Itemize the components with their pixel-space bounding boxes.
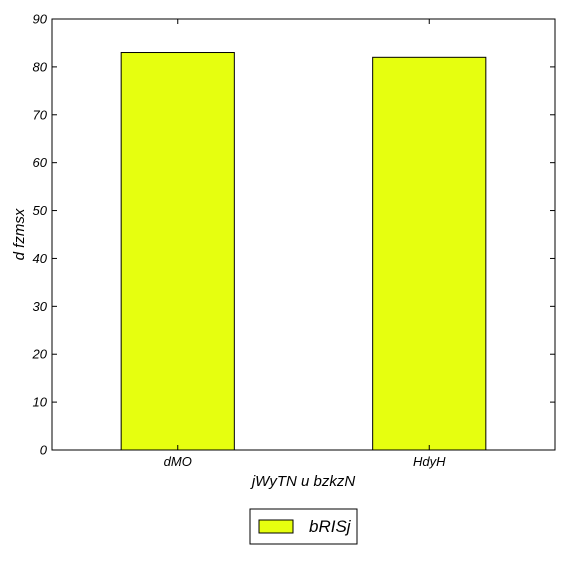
y-tick-label: 90	[33, 12, 48, 27]
y-tick-label: 60	[33, 155, 48, 170]
bar-dMO	[120, 52, 235, 451]
y-tick-label: 40	[33, 251, 48, 266]
x-axis: dMO HdyH	[164, 19, 446, 469]
y-tick-label: 70	[33, 107, 48, 122]
y-tick-label: 30	[33, 299, 48, 314]
y-axis: 0 10 20 30 40 50 60 70 80 90	[32, 12, 555, 458]
y-tick-label: 50	[33, 203, 48, 218]
bars-group	[120, 52, 487, 451]
legend: bRISj	[249, 508, 358, 545]
x-tick-label: dMO	[164, 454, 192, 469]
plot-frame	[51, 18, 556, 451]
legend-label: bRISj	[309, 517, 352, 536]
x-tick-label: HdyH	[413, 454, 446, 469]
x-axis-label: jWyTN u bzkzN	[250, 473, 356, 490]
y-tick-label: 10	[33, 395, 48, 410]
y-tick-label: 0	[40, 443, 48, 458]
y-tick-label: 80	[33, 59, 48, 74]
legend-swatch	[258, 519, 294, 534]
y-axis-label: d fzmsx	[11, 208, 28, 260]
bar-HdyH	[372, 56, 487, 451]
y-tick-label: 20	[32, 347, 48, 362]
